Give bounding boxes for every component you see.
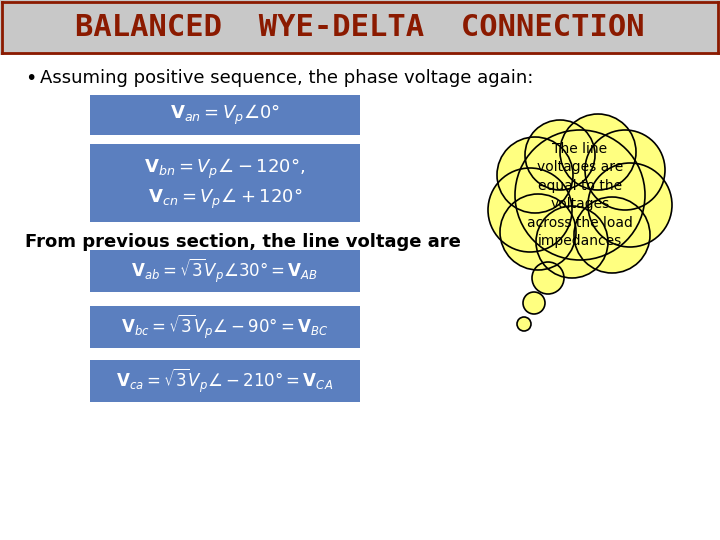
Text: •: •	[25, 69, 37, 87]
Circle shape	[488, 168, 572, 252]
Text: $\mathbf{V}_{bc} = \sqrt{3}V_p\angle -90° = \mathbf{V}_{BC}$: $\mathbf{V}_{bc} = \sqrt{3}V_p\angle -90…	[121, 313, 329, 341]
Ellipse shape	[495, 145, 665, 255]
Circle shape	[585, 130, 665, 210]
Circle shape	[560, 114, 636, 190]
Circle shape	[515, 130, 645, 260]
Text: $\mathbf{V}_{ab} = \sqrt{3}V_p\angle 30° = \mathbf{V}_{AB}$: $\mathbf{V}_{ab} = \sqrt{3}V_p\angle 30°…	[132, 257, 318, 285]
Circle shape	[525, 120, 595, 190]
Circle shape	[517, 317, 531, 331]
Circle shape	[523, 292, 545, 314]
Text: From previous section, the line voltage are: From previous section, the line voltage …	[25, 233, 461, 251]
Circle shape	[532, 262, 564, 294]
Circle shape	[588, 163, 672, 247]
Text: Assuming positive sequence, the phase voltage again:: Assuming positive sequence, the phase vo…	[40, 69, 534, 87]
Bar	[90, 95, 360, 135]
Text: $\mathbf{V}_{ca} = \sqrt{3}V_p\angle -210° = \mathbf{V}_{CA}$: $\mathbf{V}_{ca} = \sqrt{3}V_p\angle -21…	[117, 367, 333, 395]
Bar	[90, 306, 360, 348]
Bar	[90, 360, 360, 402]
Bar	[0, 0, 720, 55]
Circle shape	[500, 194, 576, 270]
Circle shape	[536, 206, 608, 278]
Bar	[90, 250, 360, 292]
Circle shape	[497, 137, 573, 213]
Bar	[90, 144, 360, 222]
Text: $\mathbf{V}_{cn} = V_p\angle +120°$: $\mathbf{V}_{cn} = V_p\angle +120°$	[148, 186, 302, 211]
Text: BALANCED  WYE-DELTA  CONNECTION: BALANCED WYE-DELTA CONNECTION	[75, 13, 645, 42]
Circle shape	[574, 197, 650, 273]
Text: The line
voltages are
equal to the
voltages
across the load
impedances: The line voltages are equal to the volta…	[527, 142, 633, 248]
Text: $\mathbf{V}_{an} = V_p\angle 0°$: $\mathbf{V}_{an} = V_p\angle 0°$	[170, 103, 280, 127]
Text: $\mathbf{V}_{bn} = V_p\angle -120°,$: $\mathbf{V}_{bn} = V_p\angle -120°,$	[145, 157, 305, 181]
